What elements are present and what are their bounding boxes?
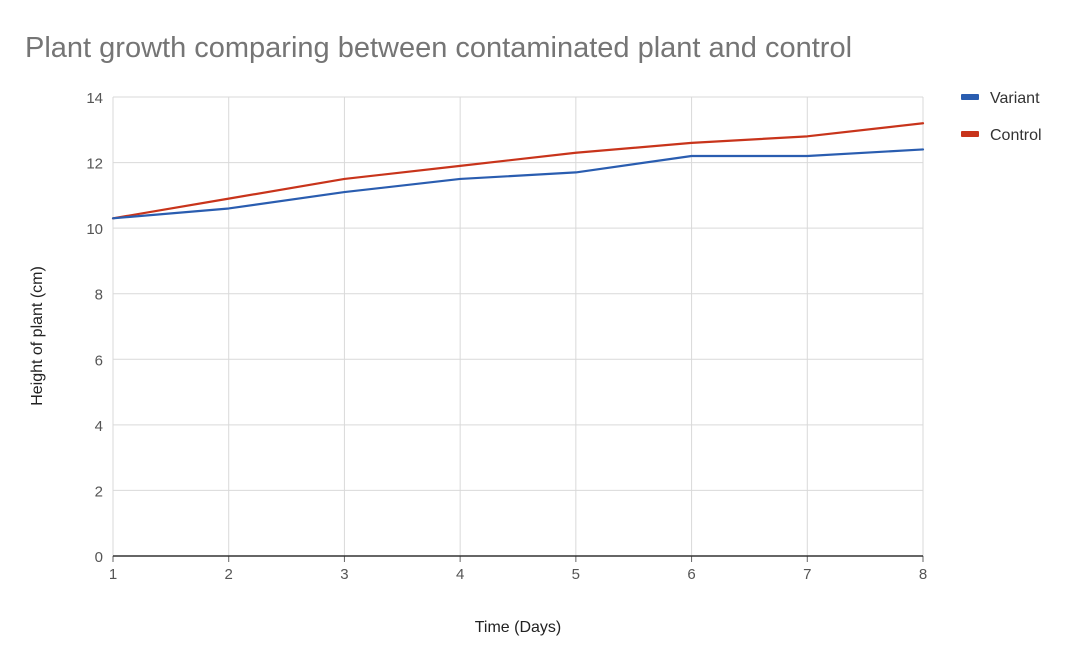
y-tick-label: 4 — [95, 418, 103, 435]
x-tick-label: 7 — [803, 566, 811, 583]
y-tick-label: 8 — [95, 287, 103, 304]
x-axis-title: Time (Days) — [475, 619, 562, 636]
y-tick-label: 0 — [95, 549, 103, 566]
legend: Variant Control — [961, 90, 1042, 144]
series-lines — [113, 123, 923, 218]
gridlines — [113, 97, 923, 556]
y-tick-label: 2 — [95, 483, 103, 500]
x-tick-label: 6 — [687, 566, 695, 583]
x-tick-label: 8 — [919, 566, 927, 583]
legend-swatch-variant — [961, 94, 979, 100]
y-tick-label: 14 — [86, 90, 103, 107]
x-tick-label: 4 — [456, 566, 464, 583]
y-axis-title: Height of plant (cm) — [29, 266, 46, 406]
x-tick-label: 5 — [572, 566, 580, 583]
y-tick-label: 12 — [86, 156, 103, 173]
legend-label-variant: Variant — [990, 90, 1040, 107]
x-tick-label: 1 — [109, 566, 117, 583]
y-tick-label: 10 — [86, 221, 103, 238]
x-tick-label: 2 — [225, 566, 233, 583]
series-line-control — [113, 123, 923, 218]
legend-swatch-control — [961, 131, 979, 137]
y-tick-label: 6 — [95, 352, 103, 369]
legend-label-control: Control — [990, 127, 1042, 144]
chart-title: Plant growth comparing between contamina… — [25, 32, 852, 64]
x-tick-label: 3 — [340, 566, 348, 583]
